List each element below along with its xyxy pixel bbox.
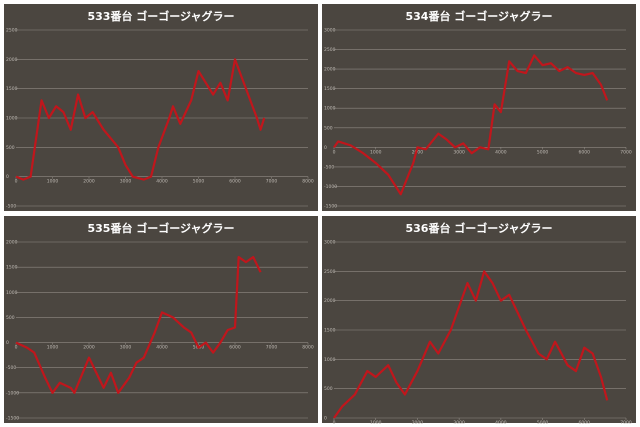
- chart-title: 533番台 ゴーゴージャグラー: [87, 9, 234, 23]
- y-tick-label: 1000: [324, 357, 336, 363]
- x-tick-label: 4000: [156, 345, 168, 351]
- x-tick-label: 2000: [83, 345, 95, 351]
- y-tick-label: 1000: [6, 116, 18, 122]
- x-tick-label: 2000: [412, 420, 424, 426]
- x-tick-label: 7000: [266, 179, 278, 185]
- x-tick-label: 4000: [156, 179, 168, 185]
- x-tick-label: 4000: [495, 149, 507, 155]
- chart-panel: 535番台 ゴーゴージャグラー -1500 -1000 -500 0 500 1000 150…: [4, 216, 318, 423]
- y-tick-label: 1500: [324, 328, 336, 334]
- x-tick-label: 3000: [453, 420, 465, 426]
- chart-panel: 534番台 ゴーゴージャグラー -1500 -1000 -500 0 500 1000 150…: [322, 4, 636, 211]
- y-tick-label: -1500: [6, 416, 19, 422]
- y-tick-label: 500: [6, 315, 15, 321]
- y-tick-label: 1000: [6, 290, 18, 296]
- y-tick-label: 2000: [324, 298, 336, 304]
- x-tick-label: 3000: [120, 179, 132, 185]
- x-tick-label: 7000: [620, 149, 632, 155]
- data-line: [333, 54, 609, 196]
- y-tick-label: 500: [6, 145, 15, 151]
- x-tick-label: 6000: [229, 345, 241, 351]
- chart-panel: 536番台 ゴーゴージャグラー 0 500 1000 1500 2000 2500 3000 0…: [322, 216, 636, 426]
- y-tick-label: -500: [6, 204, 16, 210]
- x-tick-label: 1000: [47, 345, 59, 351]
- data-line: [15, 58, 266, 181]
- y-tick-label: 2500: [324, 47, 336, 53]
- y-tick-label: 3000: [324, 240, 336, 246]
- x-tick-label: 5000: [537, 149, 549, 155]
- chart-panel: 533番台 ゴーゴージャグラー -500 0 500 1000 1500 2000 2500 0…: [4, 4, 318, 211]
- x-tick-label: 0: [15, 345, 18, 351]
- x-tick-label: 7000: [620, 420, 632, 426]
- y-tick-label: 1000: [324, 106, 336, 112]
- y-tick-label: 2000: [324, 67, 336, 73]
- y-tick-label: -500: [6, 365, 16, 371]
- x-tick-label: 8000: [302, 345, 314, 351]
- panel-background: [322, 4, 636, 211]
- y-tick-label: 0: [6, 340, 9, 346]
- x-tick-label: 5000: [537, 420, 549, 426]
- chart-title: 535番台 ゴーゴージャグラー: [87, 221, 234, 235]
- y-tick-label: 0: [324, 416, 327, 422]
- x-tick-label: 6000: [229, 179, 241, 185]
- y-tick-label: 1500: [324, 86, 336, 92]
- panel-background: [322, 216, 636, 423]
- y-tick-label: 1500: [6, 86, 18, 92]
- y-tick-label: 2500: [6, 28, 18, 34]
- x-tick-label: 0: [15, 179, 18, 185]
- x-tick-label: 6000: [579, 420, 591, 426]
- y-tick-label: 1500: [6, 265, 18, 271]
- x-tick-label: 3000: [120, 345, 132, 351]
- data-line: [333, 270, 609, 419]
- y-tick-label: -1000: [6, 390, 19, 396]
- y-tick-label: 2500: [324, 269, 336, 275]
- x-tick-label: 6000: [579, 149, 591, 155]
- x-tick-label: 7000: [266, 345, 278, 351]
- x-tick-label: 4000: [495, 420, 507, 426]
- y-tick-label: -1500: [324, 204, 337, 210]
- y-tick-label: 2000: [6, 240, 18, 246]
- x-tick-label: 0: [333, 149, 336, 155]
- chart-title: 536番台 ゴーゴージャグラー: [405, 221, 552, 235]
- x-tick-label: 1000: [47, 179, 59, 185]
- y-tick-label: 0: [6, 174, 9, 180]
- x-tick-label: 1000: [370, 149, 382, 155]
- y-tick-label: 2000: [6, 57, 18, 63]
- x-tick-label: 2000: [412, 149, 424, 155]
- y-tick-label: 3000: [324, 28, 336, 34]
- x-tick-label: 8000: [302, 179, 314, 185]
- chart-title: 534番台 ゴーゴージャグラー: [405, 9, 552, 23]
- y-tick-label: 500: [324, 125, 333, 131]
- y-tick-label: -500: [324, 164, 334, 170]
- x-tick-label: 2000: [83, 179, 95, 185]
- y-tick-label: 500: [324, 386, 333, 392]
- x-tick-label: 5000: [193, 179, 205, 185]
- x-tick-label: 3000: [453, 149, 465, 155]
- y-tick-label: 0: [324, 145, 327, 151]
- x-tick-label: 1000: [370, 420, 382, 426]
- data-line: [15, 255, 262, 394]
- y-tick-label: -1000: [324, 184, 337, 190]
- x-tick-label: 0: [333, 420, 336, 426]
